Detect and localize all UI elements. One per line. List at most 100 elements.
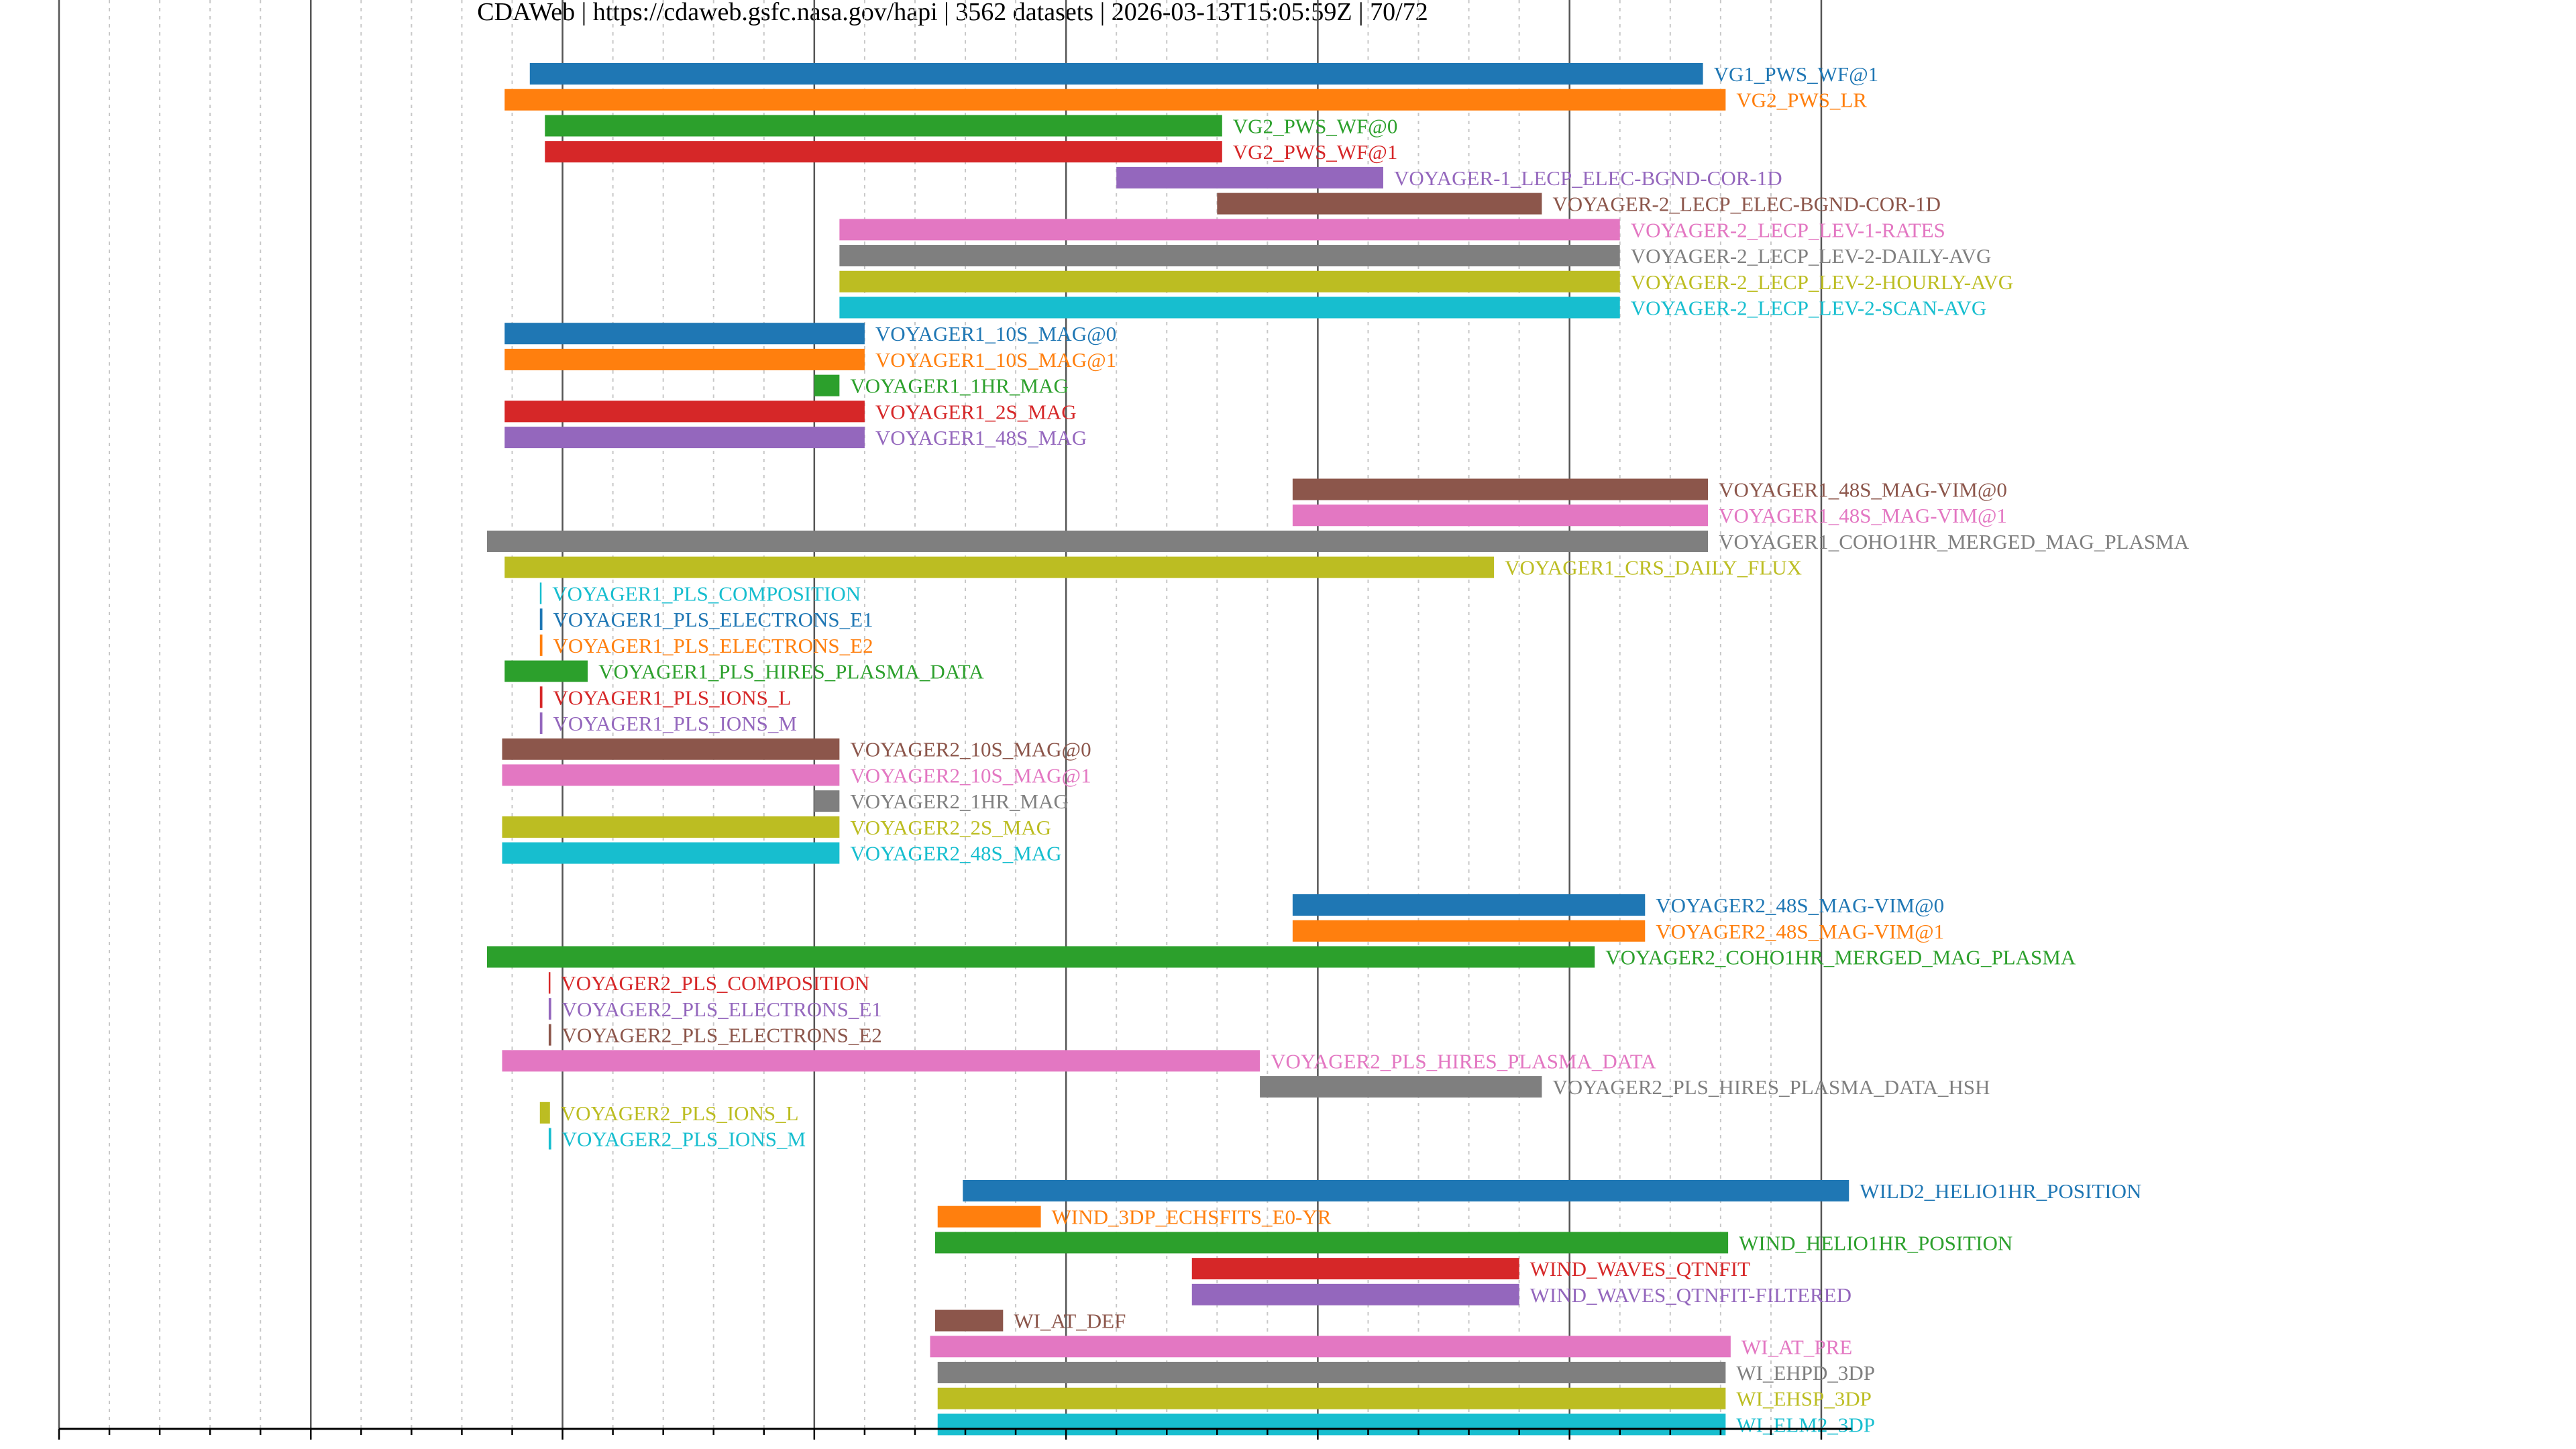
bar-wi-ehpd-3dp bbox=[937, 1362, 1726, 1383]
x-tick-label-2030: 2030 bbox=[1796, 1444, 1847, 1449]
label-voyager1-1hr-mag: VOYAGER1_1HR_MAG bbox=[850, 374, 1069, 398]
bar-vg2-pws-wf-0 bbox=[545, 115, 1222, 137]
bar-voyager2-1hr-mag bbox=[814, 790, 840, 812]
label-voyager2-10s-mag-1: VOYAGER2_10S_MAG@1 bbox=[850, 763, 1091, 787]
label-voyager2-2s-mag: VOYAGER2_2S_MAG bbox=[850, 816, 1051, 839]
label-vg1-pws-wf-1: VG1_PWS_WF@1 bbox=[1714, 62, 1879, 86]
bar-voyager1-48s-mag-vim-1 bbox=[1292, 504, 1709, 527]
bar-voyager2-48s-mag-vim-1 bbox=[1292, 920, 1646, 942]
bar-voyager1-pls-composition bbox=[539, 582, 542, 604]
label-wi-at-def: WI_AT_DEF bbox=[1014, 1309, 1126, 1333]
bar-voyager2-2s-mag bbox=[502, 816, 840, 838]
bar-voyager2-pls-composition bbox=[548, 972, 551, 994]
bar-voyager1-pls-hires-plasma-data bbox=[504, 660, 588, 682]
bar-voyager-2-lecp-lev-2-hourly-avg bbox=[839, 270, 1620, 292]
label-voyager-2-lecp-lev-2-daily-avg: VOYAGER-2_LECP_LEV-2-DAILY-AVG bbox=[1631, 244, 1992, 268]
bar-voyager1-pls-electrons-e1 bbox=[539, 608, 543, 631]
bar-voyager2-10s-mag-1 bbox=[502, 764, 840, 786]
label-wind-3dp-echsfits-e0-yr: WIND_3DP_ECHSFITS_E0-YR bbox=[1052, 1205, 1332, 1229]
label-voyager2-pls-composition: VOYAGER2_PLS_COMPOSITION bbox=[561, 971, 869, 995]
label-vg2-pws-wf-1: VG2_PWS_WF@1 bbox=[1233, 140, 1398, 164]
label-voyager1-pls-electrons-e1: VOYAGER1_PLS_ELECTRONS_E1 bbox=[553, 608, 873, 631]
label-voyager1-2s-mag: VOYAGER1_2S_MAG bbox=[875, 400, 1077, 423]
label-voyager1-pls-ions-l: VOYAGER1_PLS_IONS_L bbox=[553, 686, 792, 709]
label-voyager1-coho1hr-merged-mag-plasma: VOYAGER1_COHO1HR_MERGED_MAG_PLASMA bbox=[1719, 530, 2190, 553]
bar-vg2-pws-lr bbox=[504, 89, 1726, 111]
x-tick-label-2020: 2020 bbox=[1544, 1444, 1595, 1449]
label-voyager2-coho1hr-merged-mag-plasma: VOYAGER2_COHO1HR_MERGED_MAG_PLASMA bbox=[1605, 945, 2076, 969]
bar-voyager2-10s-mag-0 bbox=[502, 738, 840, 760]
bar-voyager1-crs-daily-flux bbox=[504, 556, 1495, 578]
bar-voyager1-pls-electrons-e2 bbox=[539, 634, 543, 656]
label-wind-waves-qtnfit-filtered: WIND_WAVES_QTNFIT-FILTERED bbox=[1530, 1283, 1851, 1307]
label-voyager2-48s-mag-vim-1: VOYAGER2_48S_MAG-VIM@1 bbox=[1656, 920, 1944, 943]
label-voyager2-1hr-mag: VOYAGER2_1HR_MAG bbox=[850, 790, 1069, 813]
bar-wi-at-def bbox=[934, 1309, 1004, 1332]
label-wind-helio1hr-position: WIND_HELIO1HR_POSITION bbox=[1739, 1231, 2012, 1254]
label-voyager-2-lecp-elec-bgnd-cor-1d: VOYAGER-2_LECP_ELEC-BGND-COR-1D bbox=[1552, 193, 1941, 216]
bar-wi-ehsp-3dp bbox=[937, 1387, 1726, 1409]
bar-voyager-2-lecp-lev-2-scan-avg bbox=[839, 297, 1620, 319]
x-tick-label-1970: 1970 bbox=[285, 1444, 336, 1449]
label-wi-at-pre: WI_AT_PRE bbox=[1741, 1335, 1852, 1358]
bar-voyager2-pls-ions-l bbox=[539, 1102, 550, 1124]
label-voyager2-pls-electrons-e1: VOYAGER2_PLS_ELECTRONS_E1 bbox=[562, 998, 882, 1021]
label-wi-elm2-3dp: WI_ELM2_3DP bbox=[1736, 1413, 1875, 1436]
bar-voyager2-pls-electrons-e2 bbox=[548, 1024, 551, 1046]
bar-vg2-pws-wf-1 bbox=[545, 141, 1222, 163]
bar-wi-at-pre bbox=[930, 1336, 1731, 1358]
bar-wi-elm2-3dp bbox=[937, 1413, 1726, 1436]
label-voyager2-48s-mag: VOYAGER2_48S_MAG bbox=[850, 842, 1061, 865]
bar-voyager2-pls-hires-plasma-data-hsh bbox=[1260, 1076, 1542, 1098]
bar-voyager-2-lecp-lev-1-rates bbox=[839, 219, 1620, 241]
x-tick-label-1980: 1980 bbox=[537, 1444, 588, 1449]
label-voyager2-48s-mag-vim-0: VOYAGER2_48S_MAG-VIM@0 bbox=[1656, 894, 1944, 917]
bar-voyager2-coho1hr-merged-mag-plasma bbox=[486, 946, 1595, 968]
label-voyager-1-lecp-elec-bgnd-cor-1d: VOYAGER-1_LECP_ELEC-BGND-COR-1D bbox=[1394, 166, 1782, 190]
x-tick-label-2010: 2010 bbox=[1292, 1444, 1343, 1449]
bar-wind-3dp-echsfits-e0-yr bbox=[937, 1205, 1041, 1228]
label-vg2-pws-lr: VG2_PWS_LR bbox=[1736, 89, 1867, 112]
label-wind-waves-qtnfit: WIND_WAVES_QTNFIT bbox=[1530, 1257, 1750, 1281]
bar-voyager2-48s-mag bbox=[502, 842, 840, 864]
bar-voyager2-pls-electrons-e1 bbox=[548, 998, 551, 1020]
label-voyager1-pls-composition: VOYAGER1_PLS_COMPOSITION bbox=[552, 582, 861, 605]
label-vg2-pws-wf-0: VG2_PWS_WF@0 bbox=[1233, 114, 1398, 138]
label-voyager2-pls-electrons-e2: VOYAGER2_PLS_ELECTRONS_E2 bbox=[562, 1024, 882, 1047]
bar-wind-waves-qtnfit bbox=[1191, 1258, 1519, 1280]
label-voyager2-pls-hires-plasma-data: VOYAGER2_PLS_HIRES_PLASMA_DATA bbox=[1271, 1049, 1656, 1073]
label-voyager-2-lecp-lev-2-scan-avg: VOYAGER-2_LECP_LEV-2-SCAN-AVG bbox=[1631, 296, 1986, 319]
bar-voyager1-pls-ions-l bbox=[539, 686, 543, 708]
label-voyager1-pls-ions-m: VOYAGER1_PLS_IONS_M bbox=[553, 712, 797, 735]
label-wi-ehsp-3dp: WI_EHSP_3DP bbox=[1736, 1387, 1872, 1411]
label-voyager1-pls-hires-plasma-data: VOYAGER1_PLS_HIRES_PLASMA_DATA bbox=[598, 660, 984, 684]
x-tick-label-1960: 1960 bbox=[34, 1444, 85, 1449]
bar-voyager1-10s-mag-1 bbox=[504, 348, 865, 370]
label-voyager2-10s-mag-0: VOYAGER2_10S_MAG@0 bbox=[850, 738, 1091, 761]
bar-voyager2-pls-hires-plasma-data bbox=[502, 1050, 1260, 1072]
x-axis-ticks: 1960 1970 1980 1990 2000 2010 2020 2030 bbox=[34, 1429, 1847, 1449]
dataset-labels: VG1_PWS_WF@1 VG2_PWS_LR VG2_PWS_WF@0VG2_PW… bbox=[552, 62, 2189, 1436]
label-voyager1-48s-mag: VOYAGER1_48S_MAG bbox=[875, 426, 1087, 449]
chart-title: CDAWeb | https://cdaweb.gsfc.nasa.gov/ha… bbox=[477, 0, 1428, 26]
x-tick-label-1990: 1990 bbox=[789, 1444, 840, 1449]
bar-voyager1-48s-mag bbox=[504, 427, 865, 449]
bar-vg1-pws-wf-1 bbox=[529, 63, 1703, 85]
bar-voyager-2-lecp-lev-2-daily-avg bbox=[839, 245, 1620, 267]
x-tick-label-2000: 2000 bbox=[1040, 1444, 1091, 1449]
label-voyager1-pls-electrons-e2: VOYAGER1_PLS_ELECTRONS_E2 bbox=[553, 634, 873, 657]
label-voyager2-pls-ions-m: VOYAGER2_PLS_IONS_M bbox=[562, 1128, 806, 1151]
bar-voyager-2-lecp-elec-bgnd-cor-1d bbox=[1217, 193, 1542, 215]
label-voyager-2-lecp-lev-2-hourly-avg: VOYAGER-2_LECP_LEV-2-HOURLY-AVG bbox=[1631, 270, 2013, 294]
label-voyager2-pls-ions-l: VOYAGER2_PLS_IONS_L bbox=[561, 1102, 799, 1125]
bar-voyager1-pls-ions-m bbox=[539, 712, 543, 734]
label-wi-ehpd-3dp: WI_EHPD_3DP bbox=[1736, 1361, 1875, 1385]
bar-wild2-helio1hr-position bbox=[963, 1179, 1849, 1201]
label-voyager1-10s-mag-1: VOYAGER1_10S_MAG@1 bbox=[875, 348, 1116, 372]
bar-voyager1-coho1hr-merged-mag-plasma bbox=[486, 530, 1709, 552]
bar-voyager-1-lecp-elec-bgnd-cor-1d bbox=[1116, 166, 1383, 189]
bar-wind-helio1hr-position bbox=[934, 1232, 1729, 1254]
label-voyager1-48s-mag-vim-1: VOYAGER1_48S_MAG-VIM@1 bbox=[1719, 504, 2007, 527]
label-voyager1-48s-mag-vim-0: VOYAGER1_48S_MAG-VIM@0 bbox=[1719, 478, 2007, 502]
